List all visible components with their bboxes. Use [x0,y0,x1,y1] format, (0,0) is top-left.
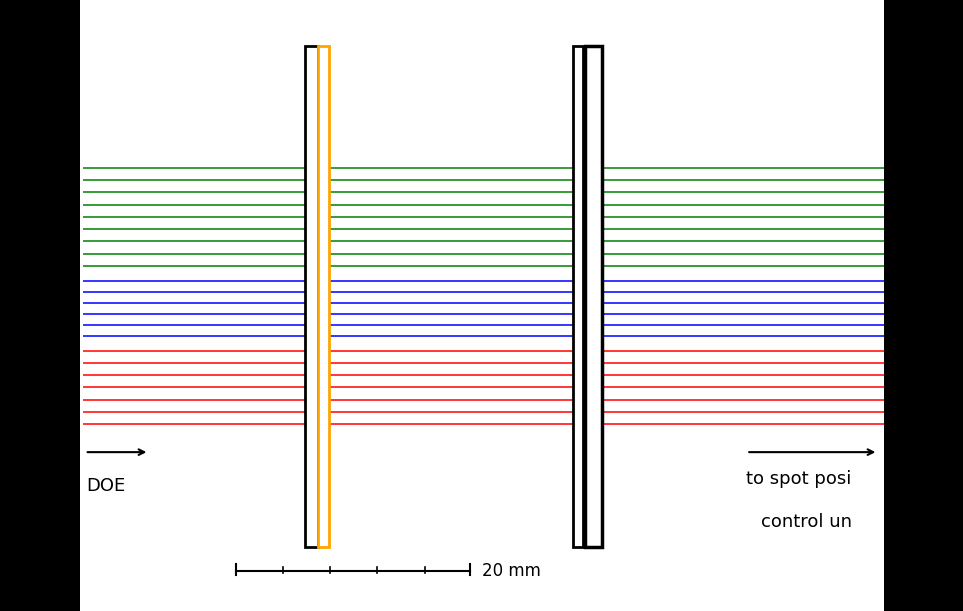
Bar [318,46,329,547]
Bar [80,0,884,611]
Text: to spot posi: to spot posi [746,470,851,488]
Text: 20 mm: 20 mm [482,562,540,580]
Bar [305,46,318,547]
Bar [573,46,583,547]
Bar [585,46,602,547]
Text: control un: control un [761,513,851,531]
Text: DOE: DOE [87,477,126,494]
